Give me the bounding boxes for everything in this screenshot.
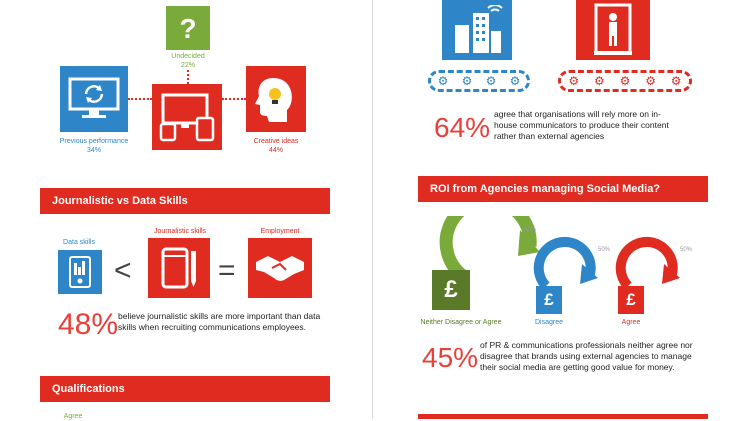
previous-performance-caption: Previous performance 34%	[48, 137, 140, 155]
devices-tile	[152, 84, 222, 150]
roi-neither-label: Neither Disagree or Agree	[420, 319, 502, 326]
less-than-sign: <	[114, 254, 132, 287]
gear-icon: ⚙	[437, 74, 449, 88]
pound-icon: £	[444, 276, 458, 303]
undecided-label: Undecided	[171, 53, 205, 60]
person-frame-icon	[594, 3, 632, 55]
creative-ideas-pct: 44%	[268, 147, 283, 154]
gear-icon: ⚙	[568, 74, 580, 88]
employment-tile	[248, 238, 312, 298]
blue-conveyor-belt: ⚙ ⚙ ⚙ ⚙	[428, 70, 530, 92]
in-house-description: agree that organisations will rely more …	[494, 109, 669, 141]
left-connector	[128, 98, 152, 100]
red-conveyor-belt: ⚙ ⚙ ⚙ ⚙ ⚙	[558, 70, 692, 92]
skills-description: believe journalistic skills are more imp…	[118, 311, 321, 332]
roi-description: of PR & communications professionals nei…	[480, 340, 693, 372]
data-skills-tile	[58, 250, 102, 294]
in-house-tile	[576, 0, 650, 60]
undecided-pct: 22%	[180, 62, 195, 69]
notebook-pen-icon	[161, 247, 196, 289]
qualifications-banner: Qualifications	[40, 376, 330, 402]
buildings-icon	[455, 5, 503, 53]
column-divider	[372, 0, 373, 419]
buildings-tile	[442, 0, 512, 60]
pound-icon: £	[626, 290, 636, 309]
roi-agree-pct: 50%	[679, 247, 692, 253]
undecided-caption: Undecided 22%	[150, 52, 226, 70]
equals-sign: =	[218, 254, 236, 287]
roi-disagree-pct: 50%	[597, 247, 610, 253]
roi-arrows	[439, 216, 680, 290]
pound-icon: £	[544, 290, 554, 309]
skills-banner: Journalistic vs Data Skills	[40, 188, 330, 214]
undecided-tile: ?	[166, 6, 210, 50]
roi-agree-tile: £	[618, 286, 644, 314]
tablet-chart-icon	[69, 256, 91, 288]
devices-icon	[159, 93, 215, 142]
in-house-percentage: 64%	[434, 112, 491, 143]
creative-ideas-caption: Creative ideas 44%	[240, 137, 312, 155]
gear-icon: ⚙	[485, 74, 497, 88]
gear-icon: ⚙	[461, 74, 473, 88]
previous-performance-label: Previous performance	[59, 138, 129, 145]
previous-performance-tile	[60, 66, 128, 132]
journalistic-skills-label: Journalistic skills	[153, 228, 207, 235]
roi-percentage: 45%	[422, 342, 479, 373]
handshake-icon	[256, 256, 304, 281]
right-connector	[222, 98, 246, 100]
qualifications-partial-label: Agree	[63, 413, 83, 420]
journalistic-skills-tile	[148, 238, 210, 298]
gear-icon: ⚙	[509, 74, 521, 88]
roi-disagree-label: Disagree	[534, 319, 563, 326]
head-lightbulb-icon	[255, 78, 292, 122]
gear-icon: ⚙	[670, 74, 682, 88]
roi-neither-tile: £	[432, 270, 470, 310]
svg-text:?: ?	[179, 13, 196, 44]
question-mark-icon: ?	[179, 13, 196, 44]
gear-icon: ⚙	[619, 74, 631, 88]
roi-banner: ROI from Agencies managing Social Media?	[418, 176, 708, 202]
creative-ideas-tile	[246, 66, 306, 132]
roi-agree-label: Agree	[621, 319, 641, 326]
monitor-refresh-icon	[68, 77, 120, 118]
skills-percentage: 48%	[58, 308, 119, 341]
previous-performance-pct: 34%	[86, 147, 101, 154]
creative-ideas-label: Creative ideas	[253, 138, 299, 145]
gear-icon: ⚙	[645, 74, 656, 88]
employment-label: Employment	[260, 228, 300, 235]
gear-icon: ⚙	[594, 74, 605, 88]
undecided-connector	[187, 70, 189, 84]
roi-neither-pct: 60%	[523, 227, 536, 233]
data-skills-label: Data skills	[63, 239, 95, 246]
roi-disagree-tile: £	[536, 286, 562, 314]
bottom-banner-fragment	[418, 414, 708, 419]
